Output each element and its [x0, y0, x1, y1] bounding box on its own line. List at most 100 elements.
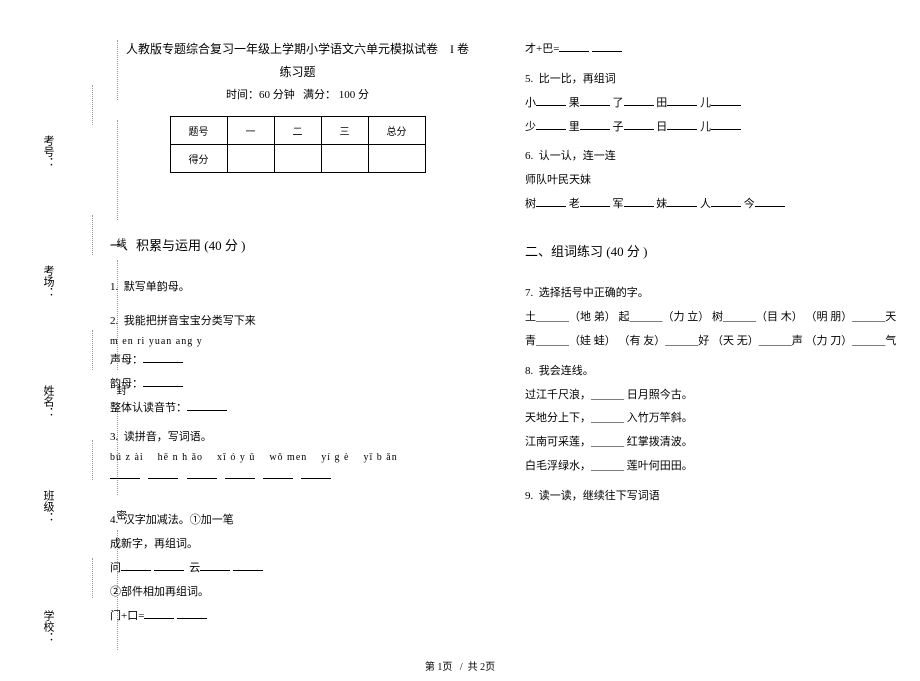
spacer [110, 501, 485, 511]
table-row: 题号 一 二 三 总分 [170, 117, 425, 145]
q4-line: 门+口= [110, 607, 485, 627]
table-cell: 一 [227, 117, 274, 145]
blank [187, 467, 217, 479]
blank [711, 118, 741, 130]
label: 韵母： [110, 378, 143, 390]
question-6: 6. 认一认，连一连 [525, 147, 900, 163]
char: 问 [110, 562, 121, 574]
question-1: 1. 默写单韵母。 [110, 278, 485, 294]
answer-line: 声母： [110, 351, 485, 371]
question-text: 读一读，继续往下写词语 [539, 490, 660, 502]
label-school: 学校： [40, 610, 56, 643]
pinyin: bú z ài [110, 452, 144, 463]
time-value: 60 分钟 [259, 89, 295, 101]
blank [177, 607, 207, 619]
label: 声母： [110, 354, 143, 366]
label-class: 班级： [40, 490, 56, 523]
question-text: 比一比，再组词 [539, 73, 616, 85]
blank [225, 467, 255, 479]
blank [154, 559, 184, 571]
question-8: 8. 我会连线。 [525, 362, 900, 378]
spacer [110, 268, 485, 278]
time-label: 时间： [226, 89, 259, 101]
blank [121, 559, 151, 571]
table-cell [274, 145, 321, 173]
q6-line2: 树 老 军 妹 人 今 [525, 195, 900, 215]
char: 今 [744, 198, 755, 210]
table-cell: 题号 [170, 117, 227, 145]
char: 云 [189, 562, 200, 574]
underline [92, 330, 93, 370]
question-text: 我能把拼音宝宝分类写下来 [124, 315, 256, 327]
spacer [110, 302, 485, 312]
char: 树 [525, 198, 536, 210]
blank [592, 40, 622, 52]
char: 门+口= [110, 610, 144, 622]
question-text: 汉字加减法。①加一笔 [124, 514, 234, 526]
binding-margin: 学校： 班级： 姓名： 考场： 考号： 线 封 密 [40, 0, 90, 681]
blank [667, 94, 697, 106]
blank [667, 195, 697, 207]
char: 田 [656, 97, 667, 109]
pinyin: yí g è [321, 452, 349, 463]
table-cell [227, 145, 274, 173]
table-cell [368, 145, 425, 173]
exam-title: 人教版专题综合复习一年级上学期小学语文六单元模拟试卷 I 卷 [110, 40, 485, 57]
section-2-title: 二、组词练习 (40 分 ) [525, 241, 900, 260]
blank [536, 94, 566, 106]
blank [143, 351, 183, 363]
question-text: 读拼音，写词语。 [124, 431, 212, 443]
q8-line: 天地分上下，______ 入竹万竿斜。 [525, 409, 900, 429]
blank [755, 195, 785, 207]
underline [92, 558, 93, 598]
pinyin: yī b ǎn [364, 452, 398, 463]
q4-line: 才+巴= [525, 40, 900, 60]
blank [110, 467, 140, 479]
blank [144, 607, 174, 619]
char: 子 [613, 121, 624, 133]
table-cell: 二 [274, 117, 321, 145]
question-7: 7. 选择括号中正确的字。 [525, 284, 900, 300]
char: 才+巴= [525, 43, 559, 55]
blank [580, 94, 610, 106]
spacer [525, 219, 900, 229]
title-suffix: I 卷 [450, 42, 469, 56]
table-cell: 三 [321, 117, 368, 145]
char: 里 [569, 121, 580, 133]
q5-line1: 小 果 了 田 儿 [525, 94, 900, 114]
spacer [110, 491, 485, 501]
blank [536, 195, 566, 207]
question-5: 5. 比一比，再组词 [525, 70, 900, 86]
blank [580, 118, 610, 130]
full-label: 满分： [303, 89, 336, 101]
blank [624, 94, 654, 106]
char: 果 [569, 97, 580, 109]
question-text: 我会连线。 [539, 365, 594, 377]
blank [711, 195, 741, 207]
question-text: 选择括号中正确的字。 [539, 287, 649, 299]
answer-line: 整体认读音节： [110, 399, 485, 419]
label-name: 姓名： [40, 385, 56, 418]
q7-line1: 土______（地 弟） 起______（力 立） 树______（目 木） （… [525, 308, 900, 328]
pinyin-line: m en ri yuan ang y [110, 336, 485, 347]
blank [200, 559, 230, 571]
exam-info: 时间：60 分钟 满分： 100 分 [110, 86, 485, 102]
pinyin: wǒ men [269, 452, 307, 463]
exam-subtitle: 练习题 [110, 63, 485, 80]
q4-sub: ②部件相加再组词。 [110, 583, 485, 603]
char: 儿 [700, 121, 711, 133]
full-value: 100 分 [339, 89, 369, 101]
char: 儿 [700, 97, 711, 109]
char: 小 [525, 97, 536, 109]
question-text: 默写单韵母。 [124, 281, 190, 293]
underline [92, 85, 93, 125]
char: 妹 [656, 198, 667, 210]
table-cell: 得分 [170, 145, 227, 173]
char: 老 [569, 198, 580, 210]
blank-row [110, 467, 485, 487]
blank [143, 375, 183, 387]
char: 少 [525, 121, 536, 133]
blank [559, 40, 589, 52]
answer-line: 韵母： [110, 375, 485, 395]
q5-line2: 少 里 子 日 儿 [525, 118, 900, 138]
